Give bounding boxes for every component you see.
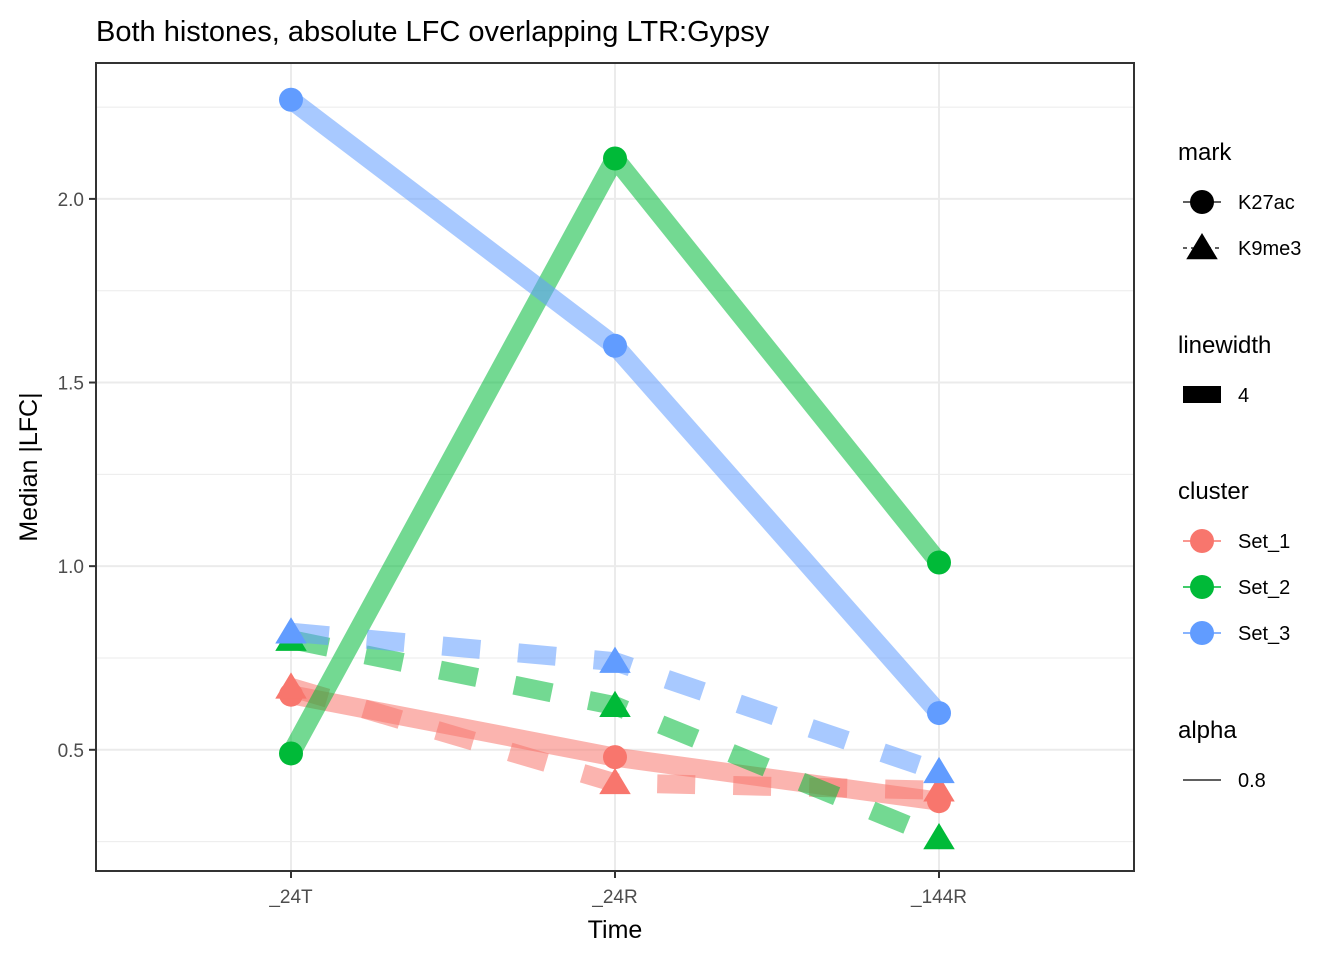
point-set_2-k9me3-2 (923, 822, 955, 850)
point-set_2-k27ac-2 (927, 550, 951, 575)
point-set_1-k9me3-2 (923, 775, 955, 802)
point-set_3-k9me3-2 (923, 756, 955, 784)
x-tick-label: _144R (910, 887, 967, 908)
y-tick-label: 1.5 (58, 374, 84, 395)
legend: mark K27ac K9me3 linewidth 4 cluster Set_1 Set_… (1178, 139, 1301, 792)
point-set_1-k9me3-0 (275, 672, 307, 699)
axes: 0.5 1.0 1.5 2.0 _24T _24R _144R (58, 190, 967, 908)
point-set_1-k27ac-1 (603, 745, 627, 770)
point-set_3-k9me3-0 (275, 617, 307, 644)
point-set_2-k9me3-1 (599, 690, 631, 717)
y-tick-label: 2.0 (58, 190, 84, 211)
legend-key-set_1 (1190, 529, 1214, 553)
point-set_3-k27ac-1 (603, 333, 627, 358)
legend-label-set_1: Set_1 (1238, 531, 1290, 553)
legend-key-triangle (1186, 233, 1218, 260)
point-set_1-k9me3-1 (599, 767, 631, 795)
legend-label-linewidth: 4 (1238, 385, 1249, 407)
point-set_2-k27ac-1 (603, 146, 627, 171)
legend-label-set_2: Set_2 (1238, 577, 1290, 599)
legend-key-set_3 (1190, 621, 1214, 645)
legend-key-circle (1190, 190, 1214, 214)
legend-label-k9me3: K9me3 (1238, 238, 1301, 260)
point-set_3-k27ac-0 (279, 87, 303, 112)
legend-title-mark: mark (1178, 139, 1232, 166)
series-points (275, 87, 955, 850)
point-set_3-k9me3-1 (599, 646, 631, 673)
y-tick-label: 1.0 (58, 557, 84, 578)
x-axis-title: Time (588, 916, 643, 944)
legend-title-cluster: cluster (1178, 478, 1249, 505)
chart-title: Both histones, absolute LFC overlapping … (96, 16, 770, 48)
y-axis-title: Median |LFC| (15, 392, 43, 541)
x-tick-label: _24T (268, 887, 313, 908)
point-set_3-k27ac-2 (927, 701, 951, 726)
legend-label-set_3: Set_3 (1238, 623, 1290, 645)
legend-key-linewidth (1183, 386, 1221, 403)
legend-key-set_2 (1190, 575, 1214, 599)
x-tick-label: _24R (591, 887, 637, 908)
point-set_2-k27ac-0 (279, 741, 303, 766)
legend-label-alpha: 0.8 (1238, 770, 1266, 792)
legend-title-alpha: alpha (1178, 717, 1237, 744)
legend-title-linewidth: linewidth (1178, 332, 1271, 359)
legend-label-k27ac: K27ac (1238, 192, 1295, 214)
y-tick-label: 0.5 (58, 741, 84, 762)
